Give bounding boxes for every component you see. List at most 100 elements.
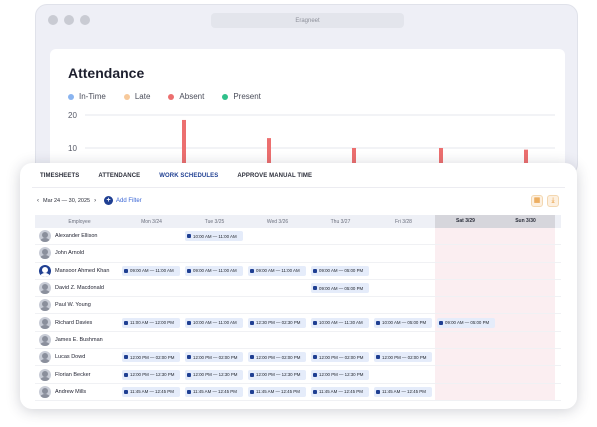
shift-cell[interactable]: 10:00 AM — 11:00 AM [183,228,246,244]
shift-pill[interactable]: 12:00 PM — 02:00 PM [311,352,369,363]
shift-cell[interactable] [246,245,309,261]
tab-work-schedules[interactable]: WORK SCHEDULES [159,173,219,179]
shift-pill[interactable]: 12:30 PM — 02:30 PM [248,317,306,328]
shift-cell[interactable]: 09:00 AM — 11:00 AM [183,263,246,279]
shift-cell[interactable] [309,297,372,313]
shift-pill[interactable]: 12:00 PM — 12:30 PM [185,369,243,380]
shift-pill[interactable]: 09:00 AM — 11:00 AM [248,265,306,276]
shift-cell[interactable] [372,245,435,261]
shift-cell[interactable]: 11:00 AM — 12:00 PM [120,314,183,330]
shift-cell[interactable] [372,297,435,313]
shift-cell[interactable] [435,331,496,349]
shift-pill[interactable]: 09:00 AM — 05:00 PM [311,283,369,294]
employee-cell[interactable]: Mansoor Ahmed Khan [35,263,120,279]
shift-pill[interactable]: 09:00 AM — 11:00 AM [122,265,180,276]
tab-approve-manual-time[interactable]: APPROVE MANUAL TIME [237,173,313,179]
close-dot-icon[interactable] [48,15,58,25]
shift-pill[interactable]: 10:00 AM — 11:00 AM [185,317,243,328]
shift-cell[interactable] [496,349,555,366]
shift-cell[interactable]: 12:00 PM — 12:30 PM [183,366,246,382]
shift-cell[interactable] [496,262,555,279]
shift-cell[interactable] [496,245,555,262]
shift-pill[interactable]: 11:45 AM — 12:45 PM [248,386,306,397]
calendar-icon[interactable]: ▦ [531,195,543,207]
shift-cell[interactable]: 11:45 AM — 12:45 PM [372,384,435,400]
shift-pill[interactable]: 12:00 PM — 02:00 PM [374,352,432,363]
shift-cell[interactable]: 10:00 AM — 11:30 AM [309,314,372,330]
shift-cell[interactable] [372,263,435,279]
employee-cell[interactable]: Andrew Mills [35,384,120,400]
shift-cell[interactable] [120,280,183,296]
shift-cell[interactable] [309,245,372,261]
shift-pill[interactable]: 12:00 PM — 12:30 PM [311,369,369,380]
chevron-right-icon[interactable]: › [94,198,97,204]
shift-cell[interactable]: 11:45 AM — 12:45 PM [183,384,246,400]
employee-cell[interactable]: Florian Becker [35,366,120,382]
shift-cell[interactable]: 12:00 PM — 02:00 PM [309,349,372,365]
shift-cell[interactable] [496,383,555,400]
shift-pill[interactable]: 10:00 AM — 11:30 AM [311,317,369,328]
shift-cell[interactable]: 09:00 AM — 05:00 PM [309,263,372,279]
shift-cell[interactable] [435,349,496,366]
shift-cell[interactable]: 12:00 PM — 02:00 PM [246,349,309,365]
shift-cell[interactable] [309,228,372,244]
shift-cell[interactable] [183,245,246,261]
shift-pill[interactable]: 12:00 PM — 02:00 PM [185,352,243,363]
shift-pill[interactable]: 09:00 AM — 05:00 PM [311,265,369,276]
shift-cell[interactable]: 10:00 AM — 05:00 PM [372,314,435,330]
shift-cell[interactable] [183,280,246,296]
shift-cell[interactable]: 09:00 AM — 05:00 PM [435,314,496,331]
shift-pill[interactable]: 12:00 PM — 02:00 PM [248,352,306,363]
shift-pill[interactable]: 12:00 PM — 12:30 PM [248,369,306,380]
shift-cell[interactable] [246,297,309,313]
shift-pill[interactable]: 11:45 AM — 12:45 PM [185,386,243,397]
shift-cell[interactable]: 12:30 PM — 02:30 PM [246,314,309,330]
shift-cell[interactable] [120,228,183,244]
shift-pill[interactable]: 09:00 AM — 11:00 AM [185,265,243,276]
chevron-left-icon[interactable]: ‹ [37,198,39,204]
shift-pill[interactable]: 09:00 AM — 05:00 PM [437,317,495,328]
employee-cell[interactable]: John Arnold [35,245,120,261]
maximize-dot-icon[interactable] [80,15,90,25]
shift-cell[interactable] [435,262,496,279]
shift-cell[interactable]: 12:00 PM — 12:30 PM [120,366,183,382]
shift-cell[interactable] [246,332,309,348]
shift-cell[interactable] [120,332,183,348]
employee-cell[interactable]: Paul W. Young [35,297,120,313]
shift-cell[interactable]: 12:00 PM — 02:00 PM [183,349,246,365]
employee-cell[interactable]: James E. Bushman [35,332,120,348]
shift-cell[interactable] [372,332,435,348]
shift-cell[interactable] [120,297,183,313]
shift-cell[interactable] [309,332,372,348]
tab-timesheets[interactable]: TIMESHEETS [40,173,80,179]
shift-pill[interactable]: 10:00 AM — 11:00 AM [185,231,243,242]
shift-cell[interactable] [246,280,309,296]
shift-cell[interactable]: 09:00 AM — 11:00 AM [120,263,183,279]
minimize-dot-icon[interactable] [64,15,74,25]
shift-pill[interactable]: 12:00 PM — 02:00 PM [122,352,180,363]
employee-cell[interactable]: Richard Davies [35,314,120,330]
add-filter-button[interactable]: + Add Filter [104,196,142,205]
shift-cell[interactable]: 09:00 AM — 11:00 AM [246,263,309,279]
shift-cell[interactable] [435,383,496,400]
employee-cell[interactable]: Lucas Dowd [35,349,120,365]
shift-cell[interactable] [435,297,496,314]
shift-pill[interactable]: 12:00 PM — 12:30 PM [122,369,180,380]
shift-cell[interactable]: 12:00 PM — 12:30 PM [246,366,309,382]
shift-cell[interactable]: 12:00 PM — 12:30 PM [309,366,372,382]
shift-cell[interactable] [496,331,555,349]
shift-cell[interactable] [372,228,435,244]
shift-pill[interactable]: 11:45 AM — 12:45 PM [311,386,369,397]
shift-cell[interactable] [496,314,555,331]
shift-pill[interactable]: 10:00 AM — 05:00 PM [374,317,432,328]
shift-pill[interactable]: 11:45 AM — 12:45 PM [122,386,180,397]
shift-cell[interactable] [246,228,309,244]
shift-cell[interactable]: 12:00 PM — 02:00 PM [120,349,183,365]
shift-cell[interactable]: 12:00 PM — 02:00 PM [372,349,435,365]
shift-cell[interactable] [120,245,183,261]
employee-cell[interactable]: Alexander Ellison [35,228,120,244]
employee-cell[interactable]: David Z. Macdonald [35,280,120,296]
date-range-label[interactable]: Mar 24 — 30, 2025 [43,198,91,204]
address-bar[interactable]: Eragneet [211,13,404,28]
shift-cell[interactable] [496,297,555,314]
